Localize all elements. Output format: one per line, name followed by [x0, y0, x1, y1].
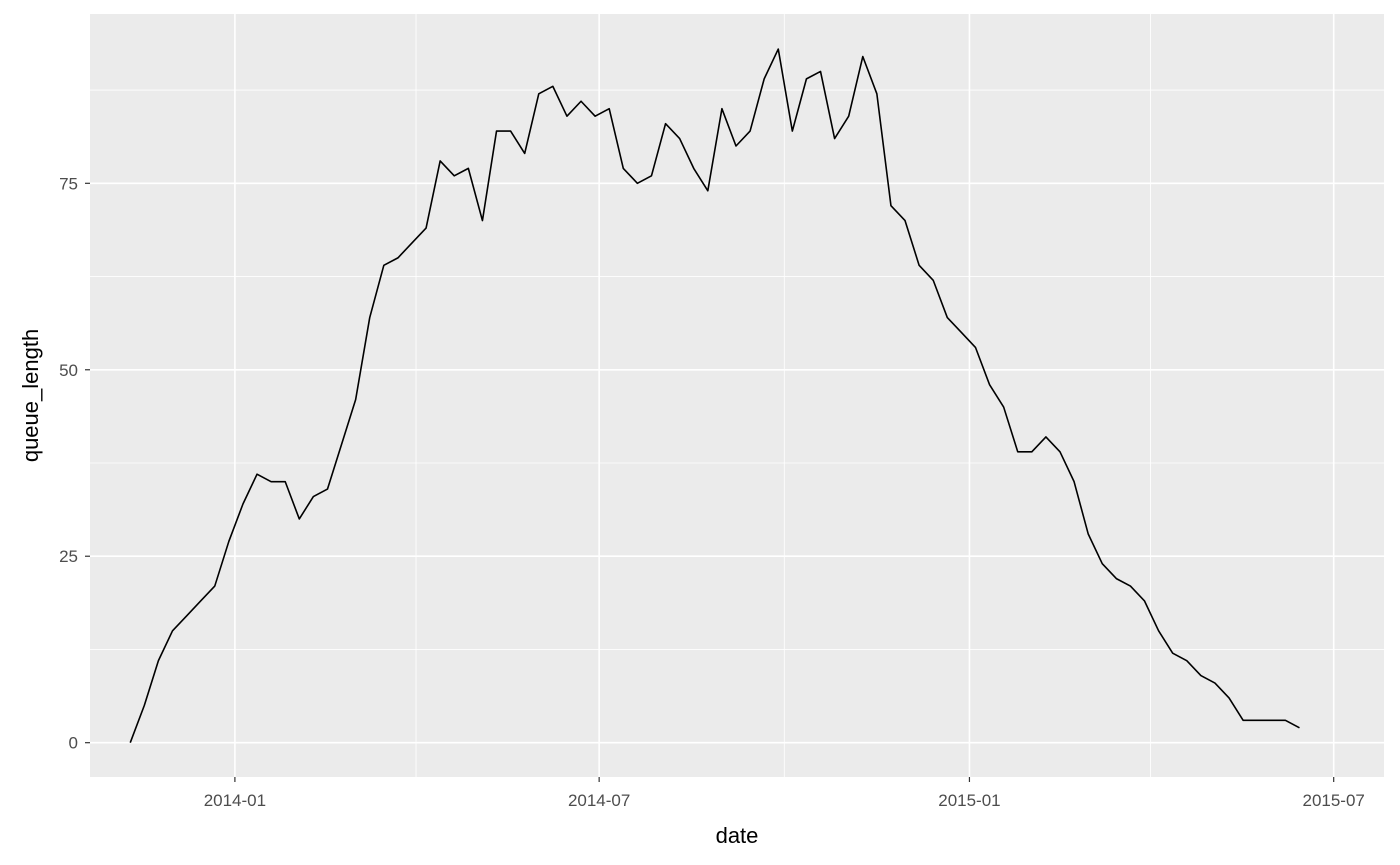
series-layer [129, 48, 1300, 743]
minor-gridlines [90, 14, 1384, 777]
y-tick-label: 0 [69, 734, 78, 753]
x-tick-label: 2014-07 [568, 791, 630, 810]
x-tick-label: 2015-07 [1302, 791, 1364, 810]
y-tick-label: 75 [59, 174, 78, 193]
plot-panel [90, 14, 1384, 777]
y-axis-title: queue_length [18, 329, 43, 462]
series-line [129, 48, 1300, 743]
x-tick-label: 2014-01 [204, 791, 266, 810]
x-axis: 2014-01 2014-07 2015-01 2015-07 [204, 777, 1365, 810]
major-gridlines [90, 14, 1384, 777]
x-tick-label: 2015-01 [938, 791, 1000, 810]
x-axis-title: date [716, 823, 759, 848]
y-axis: 0 25 50 75 [59, 174, 90, 753]
y-tick-label: 25 [59, 547, 78, 566]
y-tick-label: 50 [59, 361, 78, 380]
